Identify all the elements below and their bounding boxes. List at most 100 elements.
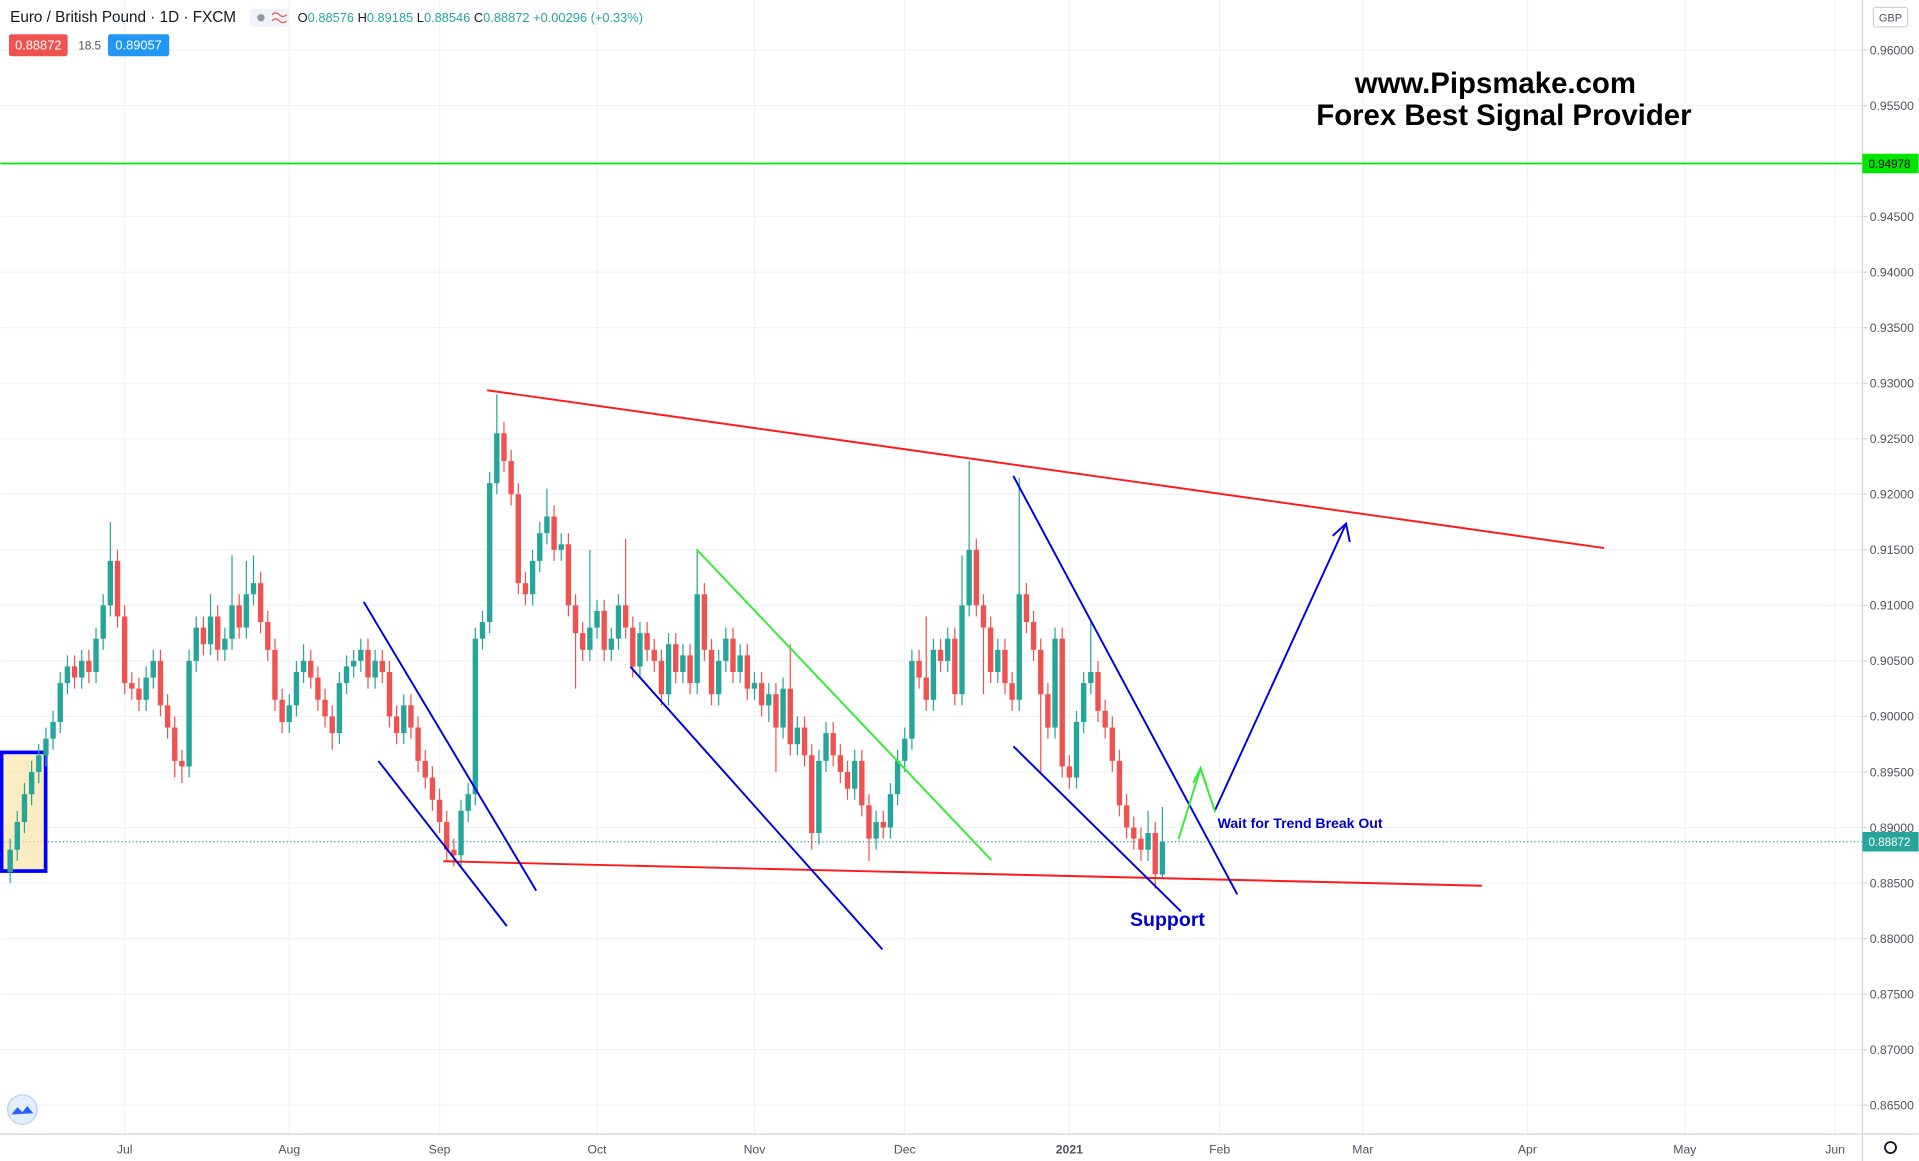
candle-body [866,805,872,839]
y-tick-label: 0.90500 [1870,654,1914,668]
candle-body [386,672,393,717]
candle-body [508,460,514,495]
candle-body [601,610,607,650]
spread: 18.5 [78,40,101,53]
arrow-head [1331,521,1351,543]
candle-body [637,633,643,667]
candle-body [844,771,851,789]
ask: 0.89057 [115,38,161,53]
x-tick-label: 2021 [1056,1143,1083,1157]
candle-body [680,655,686,673]
candle-body [150,660,156,678]
candle-body [909,660,915,739]
ohlc-legend: O0.88576 H0.89185 L0.88546 C0.88872 +0.0… [298,10,643,25]
candle-body [350,660,357,667]
time-axis: Jul Aug Sep Oct Nov Dec 2021 Feb Mar Apr May Jun [117,1143,1845,1157]
candle-body [358,649,364,661]
candle-body [1073,721,1080,778]
legend-label: L [417,10,424,25]
legend-value: 0.89185 [367,10,413,25]
level-tag-label: 0.94978 [1868,158,1910,171]
projection-arrow [1214,523,1347,811]
candle-body [451,849,457,856]
x-tick-label: May [1673,1143,1697,1157]
annotation: Wait for Trend Break Out [1218,815,1383,831]
x-tick-label: Sep [429,1143,451,1157]
candle-body [444,821,450,850]
candle-body [501,433,507,461]
x-tick-label: Mar [1352,1143,1373,1157]
legend-label: O [298,10,308,25]
candle-body [129,683,135,689]
candle-body [164,705,171,728]
candle-body [57,683,63,722]
candle-body [673,644,679,673]
candle-body [658,660,665,695]
ask-badge[interactable] [108,34,170,57]
channel-line [629,666,884,951]
x-tick-label: Oct [588,1143,608,1157]
candle-body [365,649,371,678]
candle-body [622,605,629,628]
candle-body [243,594,250,628]
candle-body [1138,838,1144,850]
candle-body [136,688,142,700]
candle-body [1023,594,1030,623]
indicator-icons [249,8,290,27]
legend-value: 0.88576 [308,10,354,25]
candle-body [1059,638,1065,767]
candle-body [572,605,579,634]
candle-body [930,649,937,700]
candle-body [1009,683,1015,700]
legend-value: 0.88872 [483,10,529,25]
candle-body [408,705,414,728]
settings[interactable] [1884,1141,1897,1154]
legend-label: C [474,10,483,25]
candle-body [744,655,750,689]
y-tick-label: 0.88000 [1870,932,1914,946]
candle-body [1038,649,1044,695]
candle-body [107,560,114,606]
logo[interactable] [7,1094,38,1125]
bid-badge[interactable] [8,34,68,57]
candle-body [916,660,922,678]
level-tag [1862,153,1919,174]
y-tick-label: 0.92000 [1870,488,1914,502]
candle-body [272,649,278,700]
candle-body [1088,672,1094,684]
candle-body [987,627,994,673]
candle-body [372,660,378,678]
candle-body [28,771,35,795]
candle-body [708,649,715,695]
resistance-line [487,389,1605,550]
candle-body [1123,805,1130,828]
candle-body [615,605,622,639]
y-tick-label: 0.94500 [1870,210,1914,224]
candle-body [71,666,78,678]
x-tick-label: Nov [744,1143,767,1157]
candle-body [1152,833,1158,875]
symbol: Euro / British Pound · 1D · FXCM [10,9,236,26]
candle-body [21,794,28,822]
x-tick-label: Dec [894,1143,916,1157]
candle-body [494,433,500,484]
candle-body [207,616,214,645]
candle-body [343,666,350,684]
x-tick-label: Jun [1825,1143,1845,1157]
candle-body [186,660,192,767]
candle-body [1030,622,1037,650]
support-line [443,860,1482,887]
candle-body [544,516,550,534]
candle-body [565,544,572,606]
candle-body [86,660,92,673]
candle-body [436,799,443,822]
candle-body [980,605,987,628]
candle-body [780,688,786,728]
candle-body [1131,827,1137,839]
candle-body [79,660,85,678]
candle-body [1080,683,1087,722]
candle-body [1095,672,1101,711]
